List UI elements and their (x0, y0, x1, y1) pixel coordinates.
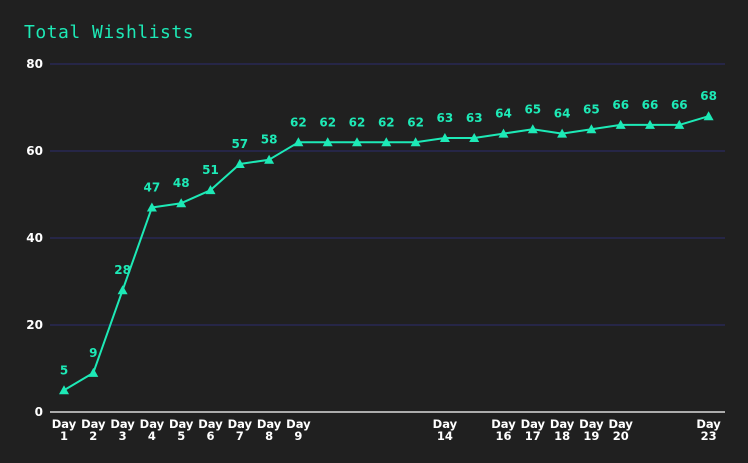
x-tick-label: Day 8 (257, 417, 282, 443)
data-label: 28 (114, 263, 131, 277)
data-point (410, 137, 421, 147)
data-label: 58 (261, 133, 278, 147)
x-tick-label: Day 3 (110, 417, 135, 443)
data-point (88, 367, 99, 377)
y-tick-label: 40 (26, 231, 43, 245)
data-label: 65 (524, 102, 541, 116)
x-tick-label: Day 4 (140, 417, 165, 443)
x-tick-label: Day 20 (608, 417, 633, 443)
data-point (146, 202, 157, 212)
data-point (557, 128, 568, 138)
data-label: 57 (231, 137, 248, 151)
x-tick-label: Day 9 (286, 417, 311, 443)
x-tick-label: Day 19 (579, 417, 604, 443)
data-point (352, 137, 362, 147)
x-tick-label: Day 2 (81, 417, 106, 443)
x-tick-label: Day 16 (491, 417, 516, 443)
data-label: 64 (554, 107, 571, 121)
data-point (205, 185, 216, 195)
data-label: 63 (437, 111, 454, 125)
data-label: 5 (60, 363, 68, 377)
data-point (234, 159, 245, 169)
data-label: 66 (612, 98, 629, 112)
data-label: 9 (89, 346, 97, 360)
data-point (176, 198, 187, 208)
data-point (498, 128, 509, 138)
data-label: 62 (349, 115, 366, 129)
data-label: 65 (583, 102, 600, 116)
data-point (645, 119, 655, 129)
x-tick-label: Day 7 (228, 417, 253, 443)
x-tick-label: Day 14 (433, 417, 458, 443)
y-tick-label: 60 (26, 144, 43, 158)
chart-title: Total Wishlists (24, 22, 195, 43)
data-point (439, 132, 450, 142)
data-point (293, 137, 304, 147)
data-label: 47 (144, 181, 161, 195)
data-label: 63 (466, 111, 483, 125)
y-tick-label: 80 (26, 57, 43, 71)
data-label: 66 (642, 98, 659, 112)
x-tick-label: Day 5 (169, 417, 194, 443)
data-label: 66 (671, 98, 688, 112)
data-point (264, 154, 275, 164)
series-line (63, 115, 709, 392)
y-tick-label: 20 (26, 318, 43, 332)
x-tick-label: Day 6 (198, 417, 223, 443)
x-tick-label: Day 1 (52, 417, 77, 443)
data-point (527, 124, 538, 134)
data-point (322, 137, 333, 147)
data-point (586, 124, 597, 134)
data-label: 51 (202, 163, 219, 177)
y-tick-label: 0 (35, 405, 43, 419)
data-label: 68 (700, 89, 717, 103)
data-point (381, 137, 392, 147)
data-point (703, 111, 714, 121)
data-point (615, 119, 626, 129)
x-tick-label: Day 17 (521, 417, 546, 443)
data-point (469, 132, 480, 142)
data-label: 48 (173, 176, 190, 190)
data-point (674, 119, 685, 129)
data-point (59, 385, 69, 395)
data-label: 62 (290, 115, 307, 129)
x-tick-label: Day 23 (696, 417, 721, 443)
x-tick-label: Day 18 (550, 417, 575, 443)
data-label: 64 (495, 107, 512, 121)
data-label: 62 (378, 115, 395, 129)
data-label: 62 (319, 115, 336, 129)
data-point (117, 285, 128, 295)
data-label: 62 (407, 115, 424, 129)
